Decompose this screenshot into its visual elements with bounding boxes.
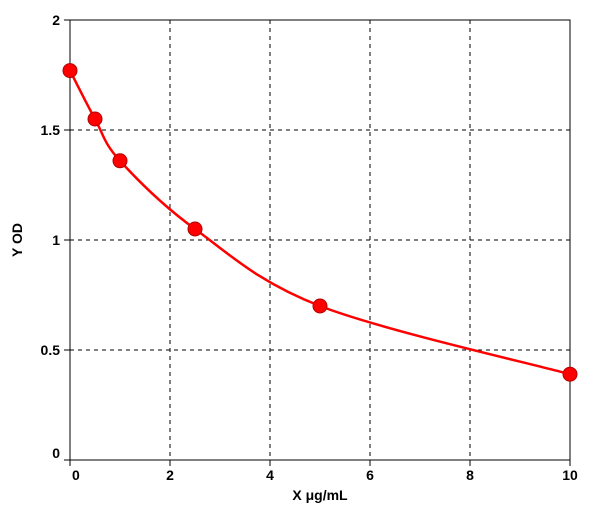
- chart-container: 0 2 4 6 8 10 0 0.5 1 1.5 2 X μg/mL Y OD: [0, 0, 600, 516]
- ytick-label: 1: [52, 232, 60, 248]
- xtick-label: 2: [166, 467, 174, 483]
- data-point: [63, 64, 77, 78]
- data-point: [188, 222, 202, 236]
- data-point: [88, 112, 102, 126]
- xtick-label: 0: [72, 467, 80, 483]
- data-point: [113, 154, 127, 168]
- xtick-label: 10: [562, 467, 578, 483]
- data-point: [563, 367, 577, 381]
- chart-background: [0, 0, 600, 516]
- chart-svg: 0 2 4 6 8 10 0 0.5 1 1.5 2 X μg/mL Y OD: [0, 0, 600, 516]
- x-axis-title: X μg/mL: [292, 487, 348, 503]
- data-point: [313, 299, 327, 313]
- ytick-label: 0.5: [41, 342, 61, 358]
- ytick-label: 1.5: [41, 122, 61, 138]
- ytick-label: 0: [52, 445, 60, 461]
- xtick-label: 4: [266, 467, 274, 483]
- ytick-label: 2: [52, 12, 60, 28]
- xtick-label: 6: [366, 467, 374, 483]
- y-axis-title: Y OD: [9, 223, 25, 257]
- xtick-label: 8: [466, 467, 474, 483]
